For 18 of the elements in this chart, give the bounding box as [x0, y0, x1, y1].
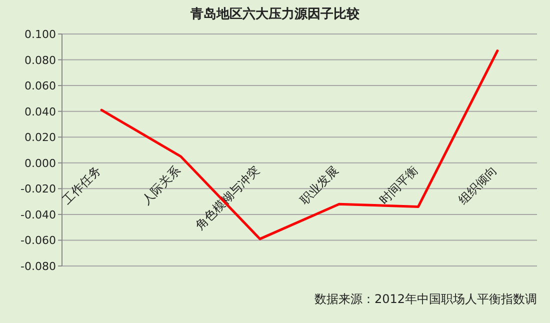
y-tick-label: -0.060 [20, 234, 56, 248]
chart-title: 青岛地区六大压力源因子比较 [190, 6, 360, 22]
y-tick-label: 0.060 [24, 80, 56, 93]
y-tick-label: 0.020 [24, 131, 56, 144]
line-series [100, 50, 499, 240]
y-tick-label: 0.000 [24, 156, 56, 170]
x-tick-label: 人际关系 [139, 163, 183, 207]
source-note: 数据来源：2012年中国职场人平衡指数调 [314, 292, 537, 306]
y-tick-label: 0.080 [24, 54, 56, 67]
y-tick-label: -0.040 [20, 208, 56, 222]
y-tick-label: -0.080 [20, 260, 56, 273]
x-tick-label: 组织倾向 [456, 163, 500, 207]
x-tick-label: 工作任务 [60, 163, 104, 207]
x-tick-label: 时间平衡 [376, 163, 420, 207]
y-tick-label: -0.020 [20, 182, 56, 196]
x-tick-label: 职业发展 [297, 163, 342, 207]
y-tick-label: 0.100 [24, 28, 56, 41]
y-tick-label: 0.040 [24, 105, 56, 118]
